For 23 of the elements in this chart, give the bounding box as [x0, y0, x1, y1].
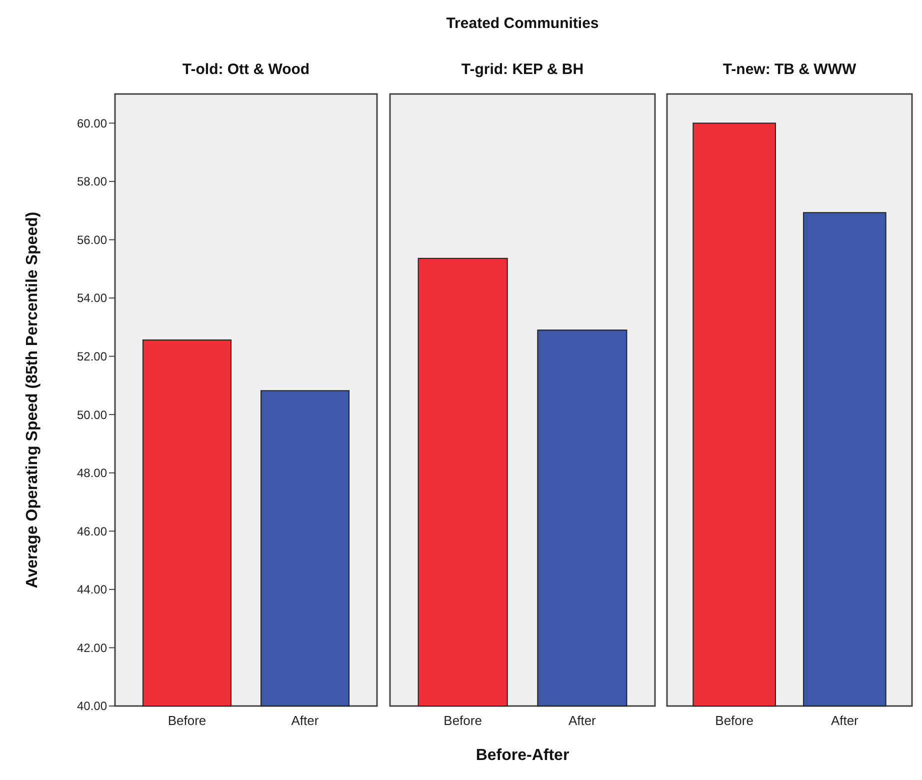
y-axis-title: Average Operating Speed (85th Percentile Speed) [24, 212, 41, 588]
y-tick-label: 48.00 [76, 466, 108, 480]
y-tick-label: 60.00 [76, 116, 108, 130]
text: Treated Communities [446, 15, 599, 32]
y-tick-label: 54.00 [76, 291, 108, 306]
chart-title: T-old: Ott & Wood [182, 61, 310, 78]
y-tick-label: 58.00 [76, 174, 108, 189]
y-tick-label: 42.00 [76, 640, 108, 655]
y-tick-label: 44.00 [76, 582, 108, 597]
y-tick-label: 52.00 [76, 349, 108, 364]
x-tick-label: Before [168, 713, 206, 728]
x-tick-label: After [291, 713, 320, 728]
x-tick-label: After [568, 713, 597, 728]
x-tick-label: Before [715, 713, 754, 728]
y-tick-label: 40.00 [76, 699, 108, 714]
y-tick-label: 46.00 [76, 524, 108, 538]
x-axis-title: Before-After [476, 747, 570, 764]
x-tick-label: After [830, 713, 860, 728]
y-tick-label: 56.00 [76, 232, 108, 247]
x-tick-label: Before [444, 713, 482, 728]
y-tick-label: 50.00 [76, 408, 108, 422]
chart-title: T-new: TB & WWW [722, 61, 857, 78]
chart-title: T-grid: KEP & BH [461, 61, 584, 78]
